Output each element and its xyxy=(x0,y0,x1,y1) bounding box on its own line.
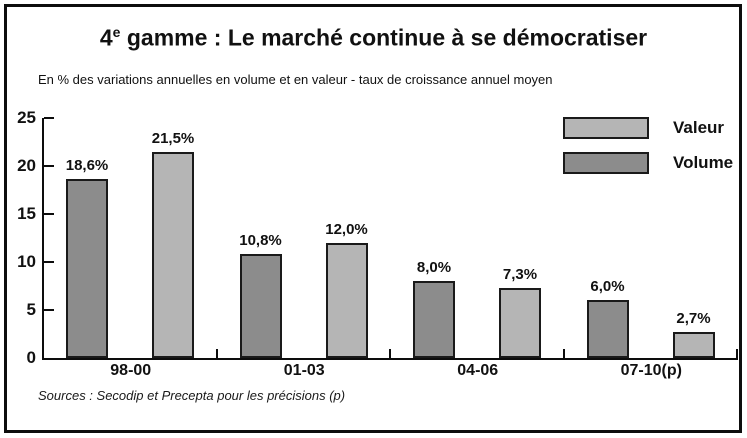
y-tick-mark xyxy=(44,309,54,311)
legend-swatch-volume xyxy=(563,152,649,174)
y-tick-label: 10 xyxy=(17,252,36,271)
bar-value-label: 10,8% xyxy=(239,232,282,250)
bar-valeur-01-03 xyxy=(325,242,368,358)
title-superscript: e xyxy=(112,24,121,40)
bar-value-label: 18,6% xyxy=(65,157,109,175)
chart-subtitle: En % des variations annuelles en volume … xyxy=(38,72,553,87)
category-label: 07-10(p) xyxy=(620,362,682,379)
title-text: gamme : Le marché continue à se démocrat… xyxy=(120,24,648,51)
y-tick-label: 20 xyxy=(17,156,36,175)
y-tick-mark xyxy=(44,261,54,263)
legend: Valeur Volume xyxy=(563,117,733,187)
x-tick-mark xyxy=(736,349,738,358)
y-tick-mark xyxy=(44,213,54,215)
outer-frame xyxy=(4,4,742,433)
title-prefix: 4 xyxy=(99,24,113,51)
bar-volume-07-10(p) xyxy=(586,300,629,358)
legend-item-volume: Volume xyxy=(563,152,733,174)
bar-valeur-98-00 xyxy=(152,151,194,358)
legend-swatch-valeur xyxy=(563,117,649,139)
bar-value-label: 21,5% xyxy=(151,129,195,147)
bar-volume-01-03 xyxy=(239,254,282,358)
legend-label-volume: Volume xyxy=(673,153,734,172)
bar-value-label: 8,0% xyxy=(416,259,452,277)
x-tick-mark xyxy=(562,349,565,358)
y-tick-label: 5 xyxy=(26,300,36,319)
category-label: 01-03 xyxy=(283,362,325,379)
bar-value-label: 6,0% xyxy=(590,278,625,296)
bar-value-label: 7,3% xyxy=(502,265,538,283)
legend-label-valeur: Valeur xyxy=(673,118,725,137)
category-label: 98-00 xyxy=(110,362,152,379)
category-label: 04-06 xyxy=(457,362,499,379)
bar-valeur-04-06 xyxy=(499,287,541,358)
source-note: Sources : Secodip et Precepta pour les p… xyxy=(38,388,346,403)
plot-area: 0 5 10 15 20 25 98-00 01-03 04-06 07-10(p) 18,6% 10… xyxy=(17,109,738,379)
bar-volume-98-00 xyxy=(66,179,108,358)
bar-value-label: 12,0% xyxy=(325,220,368,238)
y-tick-label: 25 xyxy=(17,108,36,127)
y-tick-label: 15 xyxy=(17,204,36,223)
y-tick-mark xyxy=(44,117,54,119)
bar-valeur-07-10(p) xyxy=(672,332,715,358)
y-tick-mark xyxy=(44,165,54,167)
bar-value-label: 2,7% xyxy=(676,310,711,328)
x-tick-mark xyxy=(389,349,391,358)
legend-item-valeur: Valeur xyxy=(563,117,733,139)
bar-volume-04-06 xyxy=(413,281,455,358)
chart-title: 4e gamme : Le marché continue à se démoc… xyxy=(0,24,747,52)
x-tick-mark xyxy=(215,349,218,358)
y-tick-label: 0 xyxy=(26,348,36,367)
